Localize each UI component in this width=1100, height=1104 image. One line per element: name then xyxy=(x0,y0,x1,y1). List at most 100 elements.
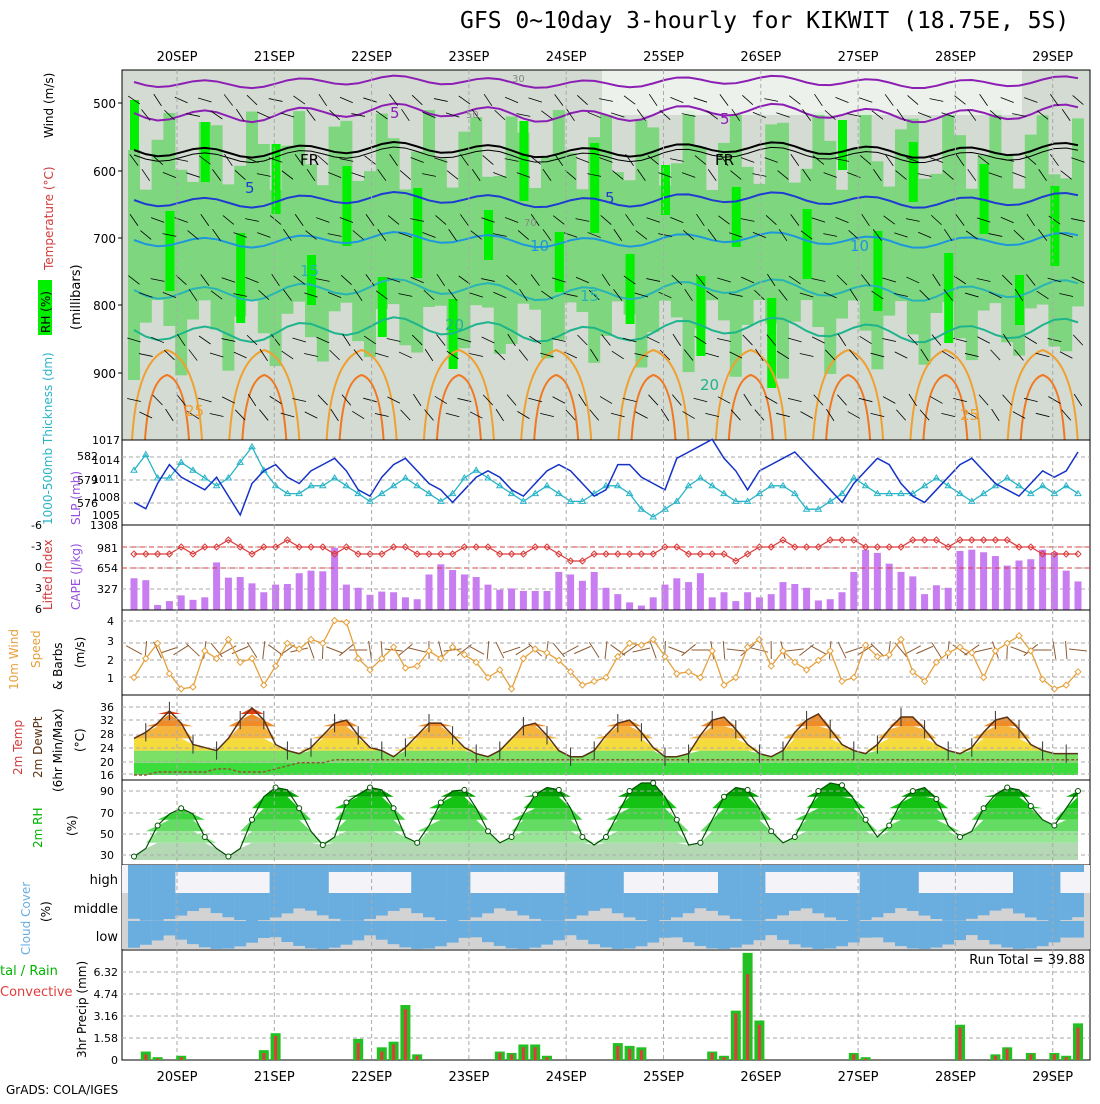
rh-moist-column xyxy=(258,144,270,333)
cape-bar xyxy=(284,584,291,610)
temp-tick: 20 xyxy=(100,756,114,769)
cloud-cover-bar xyxy=(494,865,506,872)
cape-bar xyxy=(319,571,326,610)
ylabel-2m-temp: 2m Temp xyxy=(11,720,25,775)
cloud-cover-bar xyxy=(801,893,813,908)
cloud-cover-bar xyxy=(388,921,400,944)
cape-bar xyxy=(744,592,751,610)
precip-tick: 0 xyxy=(111,1054,118,1067)
precip-convective-bar xyxy=(180,1057,183,1060)
cape-bar xyxy=(780,582,787,610)
wind-speed-point xyxy=(851,675,857,681)
rh2m-point xyxy=(604,835,609,840)
date-label-bottom: 20SEP xyxy=(157,1070,198,1085)
ylabel-cape: CAPE (J/kg) xyxy=(69,543,83,610)
temp-band-fill xyxy=(134,763,1078,775)
cape-bar xyxy=(980,552,987,610)
cloud-cover-bar xyxy=(128,893,140,919)
slp-tick: 1011 xyxy=(92,473,120,486)
ylabel-barbs: & Barbs xyxy=(51,642,65,690)
date-label-top: 27SEP xyxy=(838,50,879,65)
cape-bar xyxy=(378,592,385,610)
cloud-cover-bar xyxy=(730,893,742,919)
ylabel-temperature: Temperature (°C) xyxy=(42,166,56,271)
chart-title: GFS 0~10day 3-hourly for KIKWIT (18.75E,… xyxy=(460,8,1069,34)
cloud-cover-bar xyxy=(199,921,211,947)
rh-saturated-streak xyxy=(201,122,210,182)
cape-bar xyxy=(968,550,975,610)
cape-bar xyxy=(1051,552,1058,610)
cloud-cover-bar xyxy=(706,921,718,948)
cloud-cover-bar xyxy=(1013,893,1025,913)
cloud-cover-bar xyxy=(635,893,647,920)
temp-band-fill xyxy=(134,708,1078,714)
cape-bar xyxy=(898,572,905,610)
cloud-cover-bar xyxy=(305,865,317,893)
cloud-cover-bar xyxy=(718,921,730,949)
rh-moist-column xyxy=(140,190,152,323)
cloud-cover-bar xyxy=(494,921,506,946)
rh-saturated-streak xyxy=(838,120,847,170)
cloud-cover-bar xyxy=(364,893,376,919)
cloud-cover-bar xyxy=(517,921,529,949)
cloud-cover-bar xyxy=(588,921,600,944)
ylabel-cloud-units: (%) xyxy=(39,901,53,922)
rh-moist-column xyxy=(989,110,1001,303)
cape-bar xyxy=(626,602,633,610)
cloud-cover-bar xyxy=(329,865,341,872)
cloud-cover-bar xyxy=(494,893,506,908)
cape-bar xyxy=(614,594,621,610)
cloud-cover-bar xyxy=(730,865,742,893)
cloud-cover-bar xyxy=(659,921,671,938)
cloud-cover-bar xyxy=(777,865,789,872)
date-label-bottom: 21SEP xyxy=(254,1070,295,1085)
rh-saturated-streak xyxy=(767,298,776,388)
cape-bar xyxy=(449,570,456,610)
cape-bar xyxy=(992,556,999,610)
cloud-cover-bar xyxy=(517,893,529,915)
cloud-cover-bar xyxy=(1037,865,1049,893)
contour-label: 25 xyxy=(960,406,979,424)
cloud-cover-bar xyxy=(718,865,730,893)
cloud-cover-bar xyxy=(281,865,293,893)
cape-bar xyxy=(1004,566,1011,610)
cloud-cover-bar xyxy=(860,865,872,893)
rh2m-point xyxy=(202,835,207,840)
cape-bar xyxy=(957,551,964,610)
rh2m-point xyxy=(910,789,915,794)
cloud-cover-bar xyxy=(647,865,659,872)
ylabel-10m-wind: 10m Wind xyxy=(7,629,21,690)
rh-moist-column xyxy=(600,114,612,336)
temp-band-fill xyxy=(134,751,1078,763)
rh-saturated-streak xyxy=(873,231,882,311)
rh-saturated-streak xyxy=(342,166,351,246)
cloud-cover-bar xyxy=(317,921,329,949)
precip-convective-bar xyxy=(852,1054,855,1060)
rh2m-point xyxy=(1005,785,1010,790)
rh2m-point xyxy=(179,806,184,811)
wind-speed-point xyxy=(343,619,349,625)
precip-convective-bar xyxy=(758,1025,761,1060)
cloud-cover-bar xyxy=(352,893,364,921)
rh2m-tick: 90 xyxy=(100,785,114,798)
contour-label: 15 xyxy=(580,287,599,305)
cloud-cover-bar xyxy=(187,893,199,911)
cloud-cover-bar xyxy=(588,865,600,893)
rh2m-point xyxy=(226,854,231,859)
cape-bar xyxy=(839,592,846,610)
wind-speed-point xyxy=(320,640,326,646)
rh-saturated-streak xyxy=(555,232,564,292)
rh2m-point xyxy=(1076,789,1081,794)
date-label-top: 28SEP xyxy=(935,50,976,65)
cloud-cover-bar xyxy=(187,865,199,872)
cloud-cover-bar xyxy=(270,921,282,937)
cloud-cover-bar xyxy=(506,865,518,872)
precip-convective-bar xyxy=(380,1052,383,1060)
cloud-cover-bar xyxy=(388,893,400,911)
cloud-cover-bar xyxy=(789,865,801,872)
rh-moist-column xyxy=(329,127,341,312)
rh-moist-column xyxy=(1060,178,1072,351)
cloud-cover-bar xyxy=(423,865,435,893)
rh2m-point xyxy=(250,817,255,822)
rh-moist-column xyxy=(671,163,683,317)
